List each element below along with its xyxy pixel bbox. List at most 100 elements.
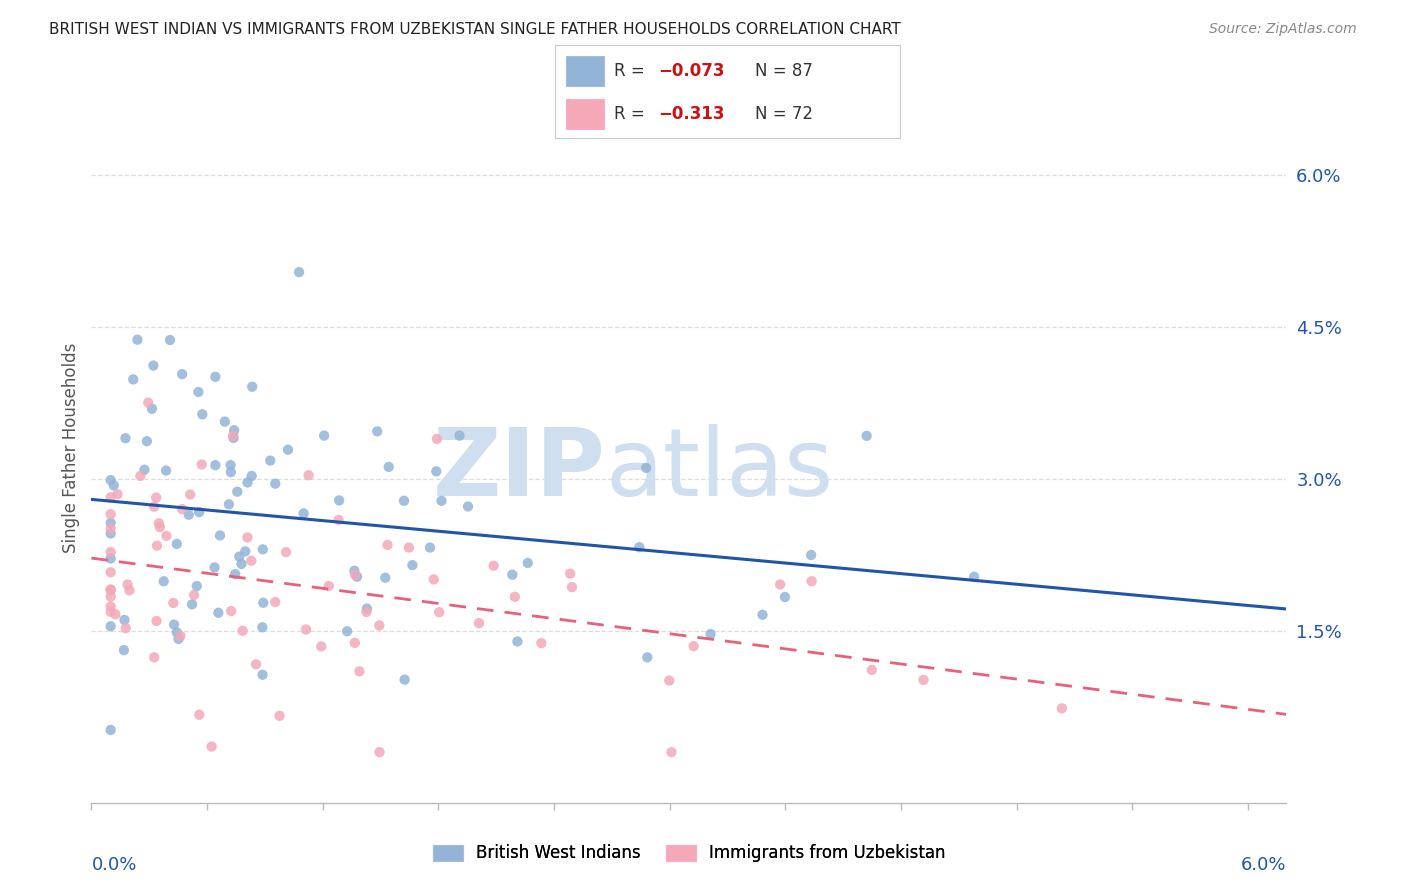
Point — [100, 582, 122, 597]
Text: 6.0%: 6.0% — [1241, 856, 1286, 874]
FancyBboxPatch shape — [565, 99, 603, 129]
Point — [118, 583, 141, 598]
Text: −0.313: −0.313 — [658, 105, 725, 123]
Point — [162, 596, 184, 610]
Point — [356, 601, 378, 615]
Point — [104, 607, 127, 622]
Point — [169, 629, 191, 643]
Point — [336, 624, 359, 639]
Point — [186, 579, 208, 593]
Point — [426, 432, 449, 446]
Point — [658, 673, 681, 688]
Point — [100, 619, 122, 633]
Point — [100, 599, 122, 614]
Point — [277, 442, 299, 457]
Point — [636, 650, 658, 665]
Point — [231, 557, 253, 571]
Point — [155, 529, 177, 543]
Point — [427, 605, 450, 619]
Point — [560, 566, 582, 581]
Point — [506, 634, 529, 648]
Point — [264, 595, 287, 609]
Point — [252, 620, 274, 634]
Point — [773, 590, 796, 604]
Point — [292, 507, 315, 521]
Point — [145, 491, 167, 505]
Point — [166, 537, 188, 551]
Point — [145, 614, 167, 628]
Point — [224, 567, 246, 582]
Point — [122, 372, 145, 386]
Point — [100, 522, 122, 536]
Point — [172, 367, 194, 381]
Point — [636, 461, 658, 475]
Point — [136, 395, 159, 409]
Point — [167, 632, 190, 646]
Point — [368, 618, 391, 632]
Point — [295, 623, 318, 637]
Point — [207, 606, 229, 620]
Point — [800, 574, 823, 589]
Point — [912, 673, 935, 687]
Text: 0.0%: 0.0% — [91, 856, 136, 874]
Point — [149, 520, 172, 534]
FancyBboxPatch shape — [565, 56, 603, 86]
Point — [187, 384, 209, 399]
Point — [682, 639, 704, 653]
Point — [100, 545, 122, 559]
Point — [219, 465, 242, 479]
Point — [127, 333, 149, 347]
Point — [394, 673, 416, 687]
Legend: British West Indians, Immigrants from Uzbekistan: British West Indians, Immigrants from Uz… — [426, 838, 952, 869]
Point — [274, 545, 297, 559]
Point — [516, 556, 538, 570]
Point — [377, 538, 399, 552]
Point — [240, 380, 263, 394]
Point — [328, 493, 350, 508]
Point — [152, 574, 174, 589]
Point — [226, 484, 249, 499]
Point — [628, 540, 651, 554]
Point — [457, 500, 479, 514]
Point — [112, 643, 135, 657]
Point — [661, 745, 683, 759]
Point — [148, 516, 170, 531]
Text: Source: ZipAtlas.com: Source: ZipAtlas.com — [1209, 22, 1357, 37]
Point — [425, 464, 447, 478]
Point — [855, 429, 877, 443]
Point — [344, 567, 367, 582]
Text: N = 87: N = 87 — [755, 62, 813, 79]
Point — [800, 548, 823, 562]
Point — [377, 459, 399, 474]
Point — [346, 570, 368, 584]
Point — [172, 502, 194, 516]
Point — [264, 476, 287, 491]
Point — [201, 739, 224, 754]
Point — [328, 513, 350, 527]
Point — [374, 571, 396, 585]
Point — [218, 497, 240, 511]
Point — [214, 415, 236, 429]
Point — [117, 577, 139, 591]
Point — [501, 567, 523, 582]
Point — [252, 542, 274, 557]
Point — [100, 566, 122, 580]
Point — [100, 723, 122, 737]
Point — [222, 429, 245, 443]
Point — [107, 487, 129, 501]
Point — [561, 580, 583, 594]
Point — [751, 607, 773, 622]
Point — [166, 625, 188, 640]
Point — [100, 605, 122, 619]
Point — [860, 663, 883, 677]
Text: −0.073: −0.073 — [658, 62, 725, 79]
Point — [188, 505, 211, 519]
Point — [159, 333, 181, 347]
Point — [468, 616, 491, 631]
Point — [204, 369, 226, 384]
Point — [252, 667, 274, 681]
Point — [288, 265, 311, 279]
Point — [503, 590, 526, 604]
Point — [135, 434, 157, 449]
Point — [343, 564, 366, 578]
